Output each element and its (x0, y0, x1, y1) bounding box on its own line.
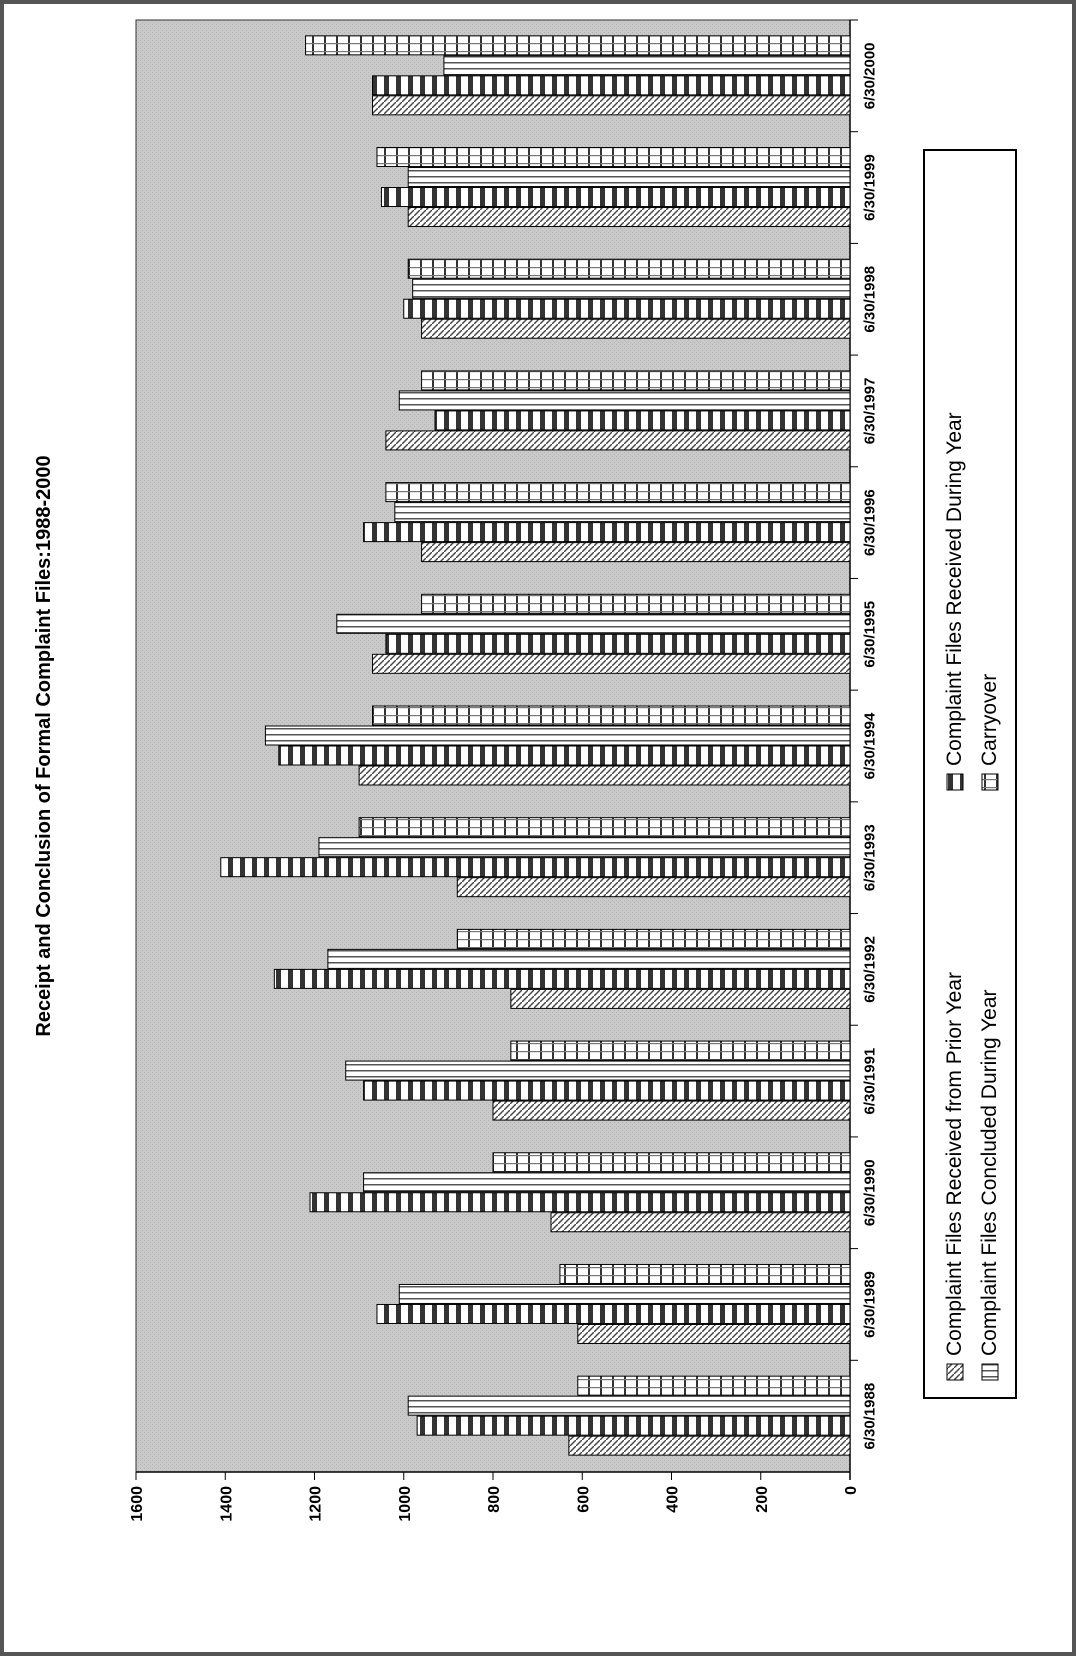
bar-horizontal (345, 1060, 851, 1081)
bar-vertical (372, 75, 851, 96)
bar-diagonal (550, 1212, 851, 1233)
bar-diagonal (421, 542, 851, 563)
category-label: 6/30/1994 (861, 712, 878, 779)
bar-vertical (363, 522, 851, 543)
bar-horizontal (363, 1172, 851, 1193)
category-label: 6/30/1989 (861, 1271, 878, 1338)
value-tick-label: 1400 (218, 1486, 235, 1522)
bar-horizontal (443, 55, 851, 76)
legend-swatch (946, 773, 964, 791)
bar-vertical (220, 857, 851, 878)
bar-horizontal (327, 948, 851, 969)
bar-horizontal (394, 502, 851, 523)
bar-diagonal (510, 988, 851, 1009)
category-label: 6/30/1991 (861, 1048, 878, 1115)
category-label: 6/30/2000 (861, 42, 878, 109)
category-label: 6/30/1992 (861, 936, 878, 1003)
category-label: 6/30/1988 (861, 1383, 878, 1450)
bar-grid (305, 35, 851, 56)
bar-vertical (380, 187, 851, 208)
chart-title: Receipt and Conclusion of Formal Complai… (33, 455, 55, 1036)
value-tick-label: 400 (665, 1486, 682, 1513)
bar-horizontal (398, 390, 851, 411)
bar-vertical (273, 968, 851, 989)
bar-horizontal (398, 1283, 851, 1304)
bar-diagonal (492, 1100, 851, 1121)
bar-vertical (309, 1192, 851, 1213)
value-tick-label: 1000 (397, 1486, 414, 1522)
category-label: 6/30/1995 (861, 601, 878, 668)
bar-vertical (403, 298, 851, 319)
legend-label: Complaint Files Received During Year (943, 412, 966, 766)
bar-diagonal (568, 1435, 851, 1456)
value-tick-label: 0 (843, 1486, 860, 1495)
bar-diagonal (372, 653, 851, 674)
bar-grid (492, 1152, 851, 1173)
value-tick-label: 200 (754, 1486, 771, 1513)
bar-vertical (278, 745, 851, 766)
category-axis: 6/30/1988 6/30/1989 6/30/1990 6/30/1991 6/30… (850, 19, 878, 1450)
bar-grid (372, 705, 851, 726)
bar-diagonal (456, 877, 851, 898)
bar-horizontal (264, 725, 851, 746)
bar-horizontal (412, 278, 851, 299)
bar-grid (376, 147, 851, 168)
bar-grid (510, 1040, 851, 1061)
bar-grid (421, 370, 851, 391)
bar-diagonal (358, 765, 851, 786)
category-label: 6/30/1999 (861, 154, 878, 221)
category-label: 6/30/1998 (861, 266, 878, 333)
legend-swatch (981, 1363, 999, 1381)
category-label: 6/30/1993 (861, 824, 878, 891)
legend-label: Carryover (978, 674, 1001, 766)
legend-swatch (946, 1363, 964, 1381)
bar-grid (385, 482, 851, 503)
bar-horizontal (318, 837, 851, 858)
category-label: 6/30/1990 (861, 1159, 878, 1226)
bar-diagonal (421, 318, 851, 339)
bar-grid (559, 1263, 851, 1284)
bar-diagonal (407, 207, 851, 228)
category-label: 6/30/1996 (861, 489, 878, 556)
legend-label: Complaint Files Received from Prior Year (943, 972, 966, 1356)
category-label: 6/30/1997 (861, 378, 878, 445)
bar-vertical (434, 410, 851, 431)
bar-horizontal (407, 1395, 851, 1416)
bar-grid (456, 928, 851, 949)
legend-box (923, 149, 1017, 1399)
bar-vertical (363, 1080, 851, 1101)
bar-grid (577, 1375, 851, 1396)
value-tick-label: 1200 (308, 1486, 325, 1522)
bar-grid (421, 593, 851, 614)
bar-vertical (376, 1303, 851, 1324)
value-tick-label: 1600 (129, 1486, 146, 1522)
legend-swatch (981, 773, 999, 791)
bar-horizontal (336, 613, 851, 634)
bar-vertical (385, 633, 851, 654)
bar-diagonal (372, 95, 851, 116)
value-tick-label: 800 (486, 1486, 503, 1513)
legend: Complaint Files Received from Prior Year… (923, 149, 1017, 1399)
bar-grid (358, 817, 851, 838)
bar-vertical (416, 1415, 851, 1436)
legend-label: Complaint Files Concluded During Year (978, 989, 1001, 1356)
bar-diagonal (577, 1323, 851, 1344)
bar-diagonal (385, 430, 851, 451)
value-tick-label: 600 (575, 1486, 592, 1513)
bar-horizontal (407, 167, 851, 188)
bar-grid (407, 258, 851, 279)
bars (220, 35, 851, 1456)
